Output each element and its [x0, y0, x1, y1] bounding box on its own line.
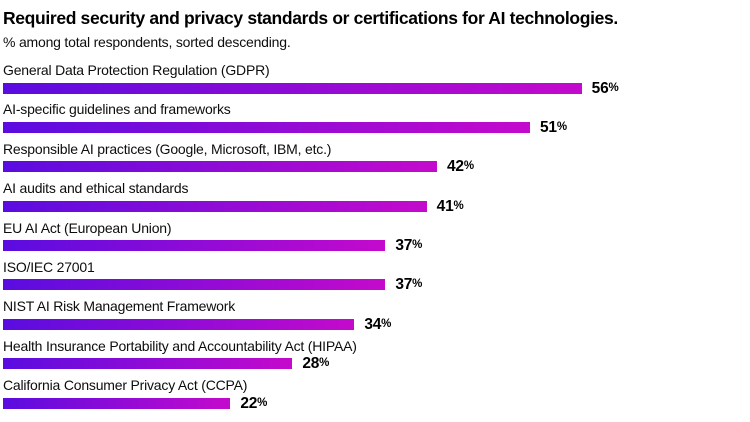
bar-label: Responsible AI practices (Google, Micros…	[3, 140, 332, 157]
bar-track: 51%	[3, 118, 747, 136]
percent-sign: %	[412, 239, 423, 252]
bar-value-label: 22%	[240, 394, 268, 412]
chart-row: Health Insurance Portability and Account…	[3, 338, 750, 377]
bar	[3, 121, 530, 133]
bar-value-label: 37%	[395, 237, 423, 255]
bar	[3, 161, 437, 173]
bar-label: California Consumer Privacy Act (CCPA)	[3, 377, 248, 394]
bar	[3, 200, 427, 212]
bar-track: 56%	[3, 79, 747, 97]
bar-value-label: 56%	[591, 79, 619, 97]
percent-sign: %	[257, 396, 268, 409]
bar-track: 37%	[3, 237, 747, 255]
bar-label: AI-specific guidelines and frameworks	[3, 101, 231, 118]
bar-label: Health Insurance Portability and Account…	[3, 337, 357, 354]
bar-value-label: 51%	[540, 118, 567, 136]
bar-value-label: 41%	[436, 197, 464, 215]
chart-title: Required security and privacy standards …	[3, 8, 618, 28]
bar-track: 28%	[3, 355, 747, 373]
bar	[3, 240, 386, 252]
bar-chart: General Data Protection Regulation (GDPR…	[3, 62, 750, 417]
bar-value-number: 22	[240, 394, 258, 412]
bar-label: AI audits and ethical standards	[3, 180, 189, 197]
bar-track: 34%	[3, 315, 747, 333]
bar-value-number: 42	[447, 158, 464, 176]
chart-row: AI-specific guidelines and frameworks 51%	[3, 101, 750, 140]
bar	[3, 318, 355, 330]
bar-track: 41%	[3, 197, 747, 215]
chart-row: General Data Protection Regulation (GDPR…	[3, 62, 750, 101]
bar-track: 22%	[3, 394, 747, 412]
bar	[3, 358, 293, 370]
percent-sign: %	[412, 278, 423, 291]
bar-value-number: 34	[364, 315, 382, 333]
bar-value-number: 37	[395, 237, 413, 255]
bar	[3, 279, 386, 291]
bar-value-label: 42%	[447, 158, 474, 176]
bar-value-number: 41	[436, 197, 454, 215]
bar-label: EU AI Act (European Union)	[3, 219, 172, 236]
bar-label: ISO/IEC 27001	[3, 258, 95, 275]
percent-sign: %	[381, 317, 392, 330]
bar-label: General Data Protection Regulation (GDPR…	[3, 62, 270, 78]
chart-row: Responsible AI practices (Google, Micros…	[3, 141, 750, 180]
percent-sign: %	[608, 81, 619, 94]
bar-value-label: 34%	[364, 315, 392, 333]
bar	[3, 397, 231, 409]
percent-sign: %	[463, 160, 474, 173]
bar-value-number: 37	[395, 276, 413, 294]
bar-value-label: 37%	[395, 276, 423, 294]
bar-value-label: 28%	[302, 355, 330, 373]
bar-value-number: 28	[302, 355, 320, 373]
chart-row: EU AI Act (European Union) 37%	[3, 220, 750, 259]
chart-row: California Consumer Privacy Act (CCPA) 22…	[3, 377, 750, 416]
bar-track: 42%	[3, 158, 747, 176]
chart-row: ISO/IEC 27001 37%	[3, 259, 750, 298]
chart-subtitle: % among total respondents, sorted descen…	[3, 34, 291, 50]
chart-row: AI audits and ethical standards 41%	[3, 180, 750, 219]
bar-value-number: 51	[540, 118, 557, 136]
bar-value-number: 56	[591, 79, 609, 97]
percent-sign: %	[556, 120, 567, 133]
bar-label: NIST AI Risk Management Framework	[3, 298, 235, 315]
chart-row: NIST AI Risk Management Framework 34%	[3, 298, 750, 337]
bar	[3, 82, 582, 94]
percent-sign: %	[453, 199, 464, 212]
percent-sign: %	[319, 357, 330, 370]
bar-track: 37%	[3, 276, 747, 294]
